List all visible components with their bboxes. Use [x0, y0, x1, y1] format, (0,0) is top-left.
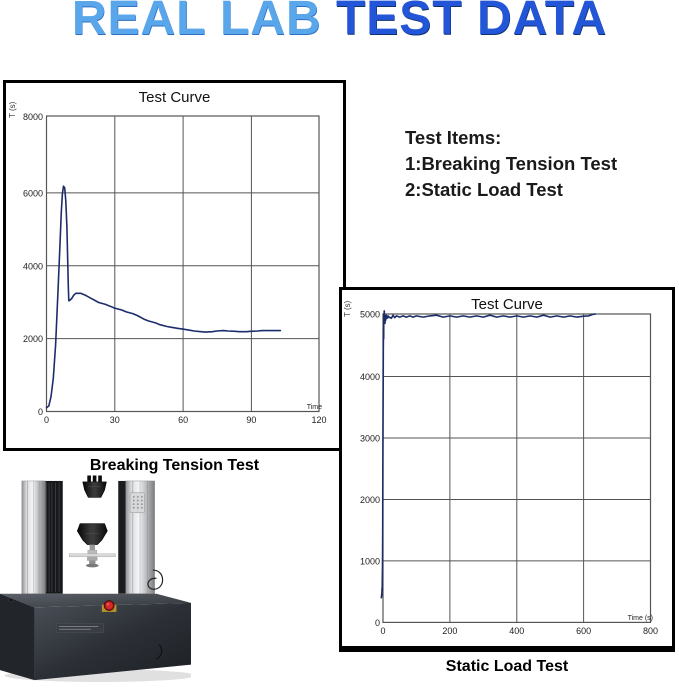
svg-text:0: 0	[375, 618, 380, 628]
svg-text:120: 120	[311, 415, 326, 425]
svg-text:2000: 2000	[23, 334, 43, 344]
svg-text:0: 0	[380, 626, 385, 636]
svg-text:600: 600	[576, 626, 591, 636]
svg-text:4000: 4000	[360, 372, 380, 382]
svg-text:400: 400	[509, 626, 524, 636]
svg-text:60: 60	[178, 415, 188, 425]
svg-text:Time (s): Time (s)	[628, 615, 653, 622]
svg-text:200: 200	[442, 626, 457, 636]
svg-text:6000: 6000	[23, 189, 43, 199]
svg-text:8000: 8000	[23, 112, 43, 122]
svg-text:90: 90	[246, 415, 256, 425]
svg-text:4000: 4000	[23, 261, 43, 271]
svg-text:800: 800	[643, 626, 658, 636]
svg-text:30: 30	[110, 415, 120, 425]
svg-text:5000: 5000	[360, 310, 380, 320]
svg-text:1000: 1000	[360, 556, 380, 566]
svg-text:0: 0	[38, 407, 43, 417]
svg-text:2000: 2000	[360, 495, 380, 505]
svg-text:T (s): T (s)	[343, 300, 352, 317]
svg-text:3000: 3000	[360, 434, 380, 444]
svg-text:0: 0	[44, 415, 49, 425]
svg-text:Time: Time	[307, 404, 322, 411]
svg-text:T (s): T (s)	[8, 101, 17, 118]
